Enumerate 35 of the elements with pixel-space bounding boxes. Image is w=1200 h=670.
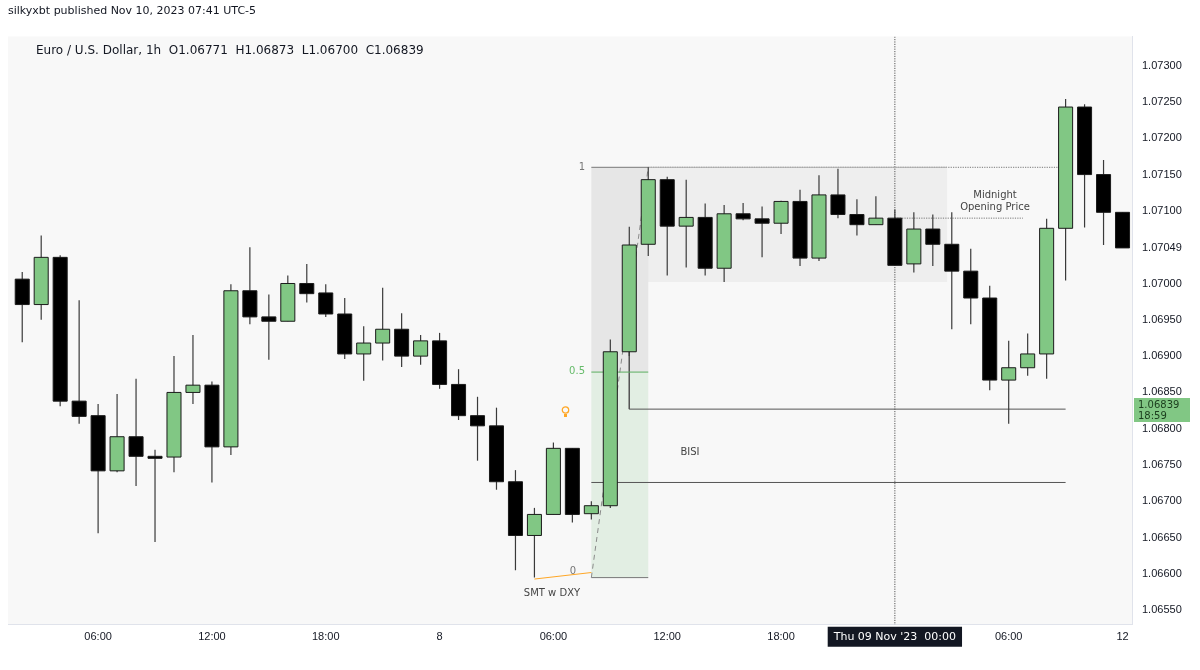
y-tick-label: 1.06850: [1142, 385, 1182, 398]
y-tick-label: 1.06900: [1142, 349, 1182, 362]
text: Euro / U.S. Dollar, 1h O1.06771 H1.06873 L1.06700 C1.06839: [36, 42, 424, 57]
x-tick-label: 18:00: [311, 630, 340, 643]
x-tick-label: 12:00: [653, 630, 681, 643]
x-tick-label: 12: [1116, 630, 1129, 643]
y-tick-label: 1.07200: [1142, 131, 1182, 144]
annotation: BISI: [680, 445, 700, 457]
y-tick-label: 1.06550: [1142, 603, 1182, 616]
annotation: 0.5: [569, 364, 585, 376]
annotation: 0: [569, 564, 576, 576]
y-tick-label: 1.07250: [1142, 94, 1182, 107]
y-tick-label: 1.06700: [1142, 494, 1182, 507]
x-tick-label: 06:00: [84, 630, 112, 643]
y-tick-label: 1.06950: [1142, 312, 1182, 325]
y-tick-label: 1.06650: [1142, 530, 1182, 543]
x-tick-label: 8: [436, 630, 443, 643]
x-tick-label: 06:00: [539, 630, 568, 643]
y-tick-label: 1.06600: [1142, 567, 1182, 579]
annotation: 1: [578, 160, 585, 172]
y-tick-label: 1.06750: [1142, 458, 1182, 471]
y-tick-label: 1.07150: [1142, 167, 1182, 180]
x-tick-label: 06:00: [994, 630, 1023, 643]
x-tick-label: 18:00: [767, 630, 795, 643]
y-tick-label: 1.07300: [1142, 58, 1182, 71]
y-tick-label: 1.07000: [1142, 276, 1182, 289]
x-tick-label: 12:00: [198, 630, 226, 643]
ref-line-label: Thu 09 Nov '23 00:00: [832, 629, 957, 643]
text: 1.06839 18:59: [1138, 398, 1180, 421]
y-tick-label: 1.07049: [1142, 240, 1182, 253]
annotation: SMT w DXY: [523, 586, 582, 598]
chart-subtitle: silkyxbt published Nov 10, 2023 07:41 UTC-5: [8, 4, 257, 17]
y-tick-label: 1.07100: [1142, 203, 1182, 216]
annotation: Midnight Opening Price: [960, 188, 1030, 212]
y-tick-label: 1.06800: [1142, 421, 1182, 434]
